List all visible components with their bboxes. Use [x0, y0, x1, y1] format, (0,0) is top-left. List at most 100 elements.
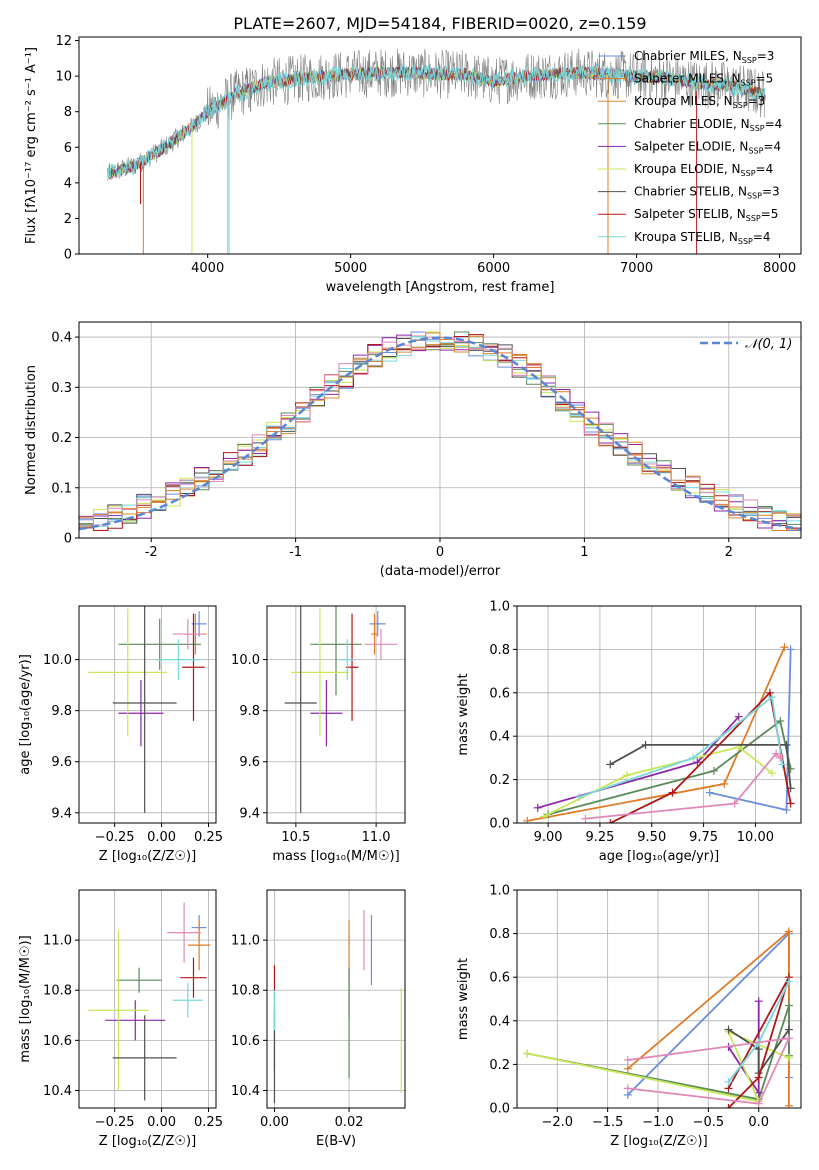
axes-frame	[266, 605, 406, 824]
y-tick-label: 10.4	[231, 1084, 260, 1099]
x-tick-label: 4000	[191, 261, 224, 276]
y-tick-label: 10.4	[43, 1084, 72, 1099]
legend-label: Salpeter STELIB, NSSP=5	[634, 207, 778, 223]
x-tick-label: −0.25	[95, 1115, 135, 1130]
y-tick-label: 0.0	[489, 817, 510, 832]
axes-frame	[78, 605, 217, 824]
weight-line	[585, 752, 781, 820]
x-tick-label: 8000	[763, 261, 796, 276]
x-axis-label: (data-model)/error	[380, 564, 501, 579]
x-tick-label: 10.00	[737, 830, 774, 845]
x-tick-label: 9.00	[534, 830, 563, 845]
y-tick-label: 10.6	[43, 1034, 72, 1049]
x-tick-label: 0.25	[194, 830, 223, 845]
y-tick-label: 9.4	[239, 806, 260, 821]
legend-subscript: SSP	[741, 79, 756, 88]
y-axis-label: Flux [fλ10⁻¹⁷ erg cm⁻² s⁻¹ A⁻¹]	[24, 47, 39, 244]
y-tick-label: 0.2	[489, 1058, 510, 1073]
x-tick-label: 10.5	[281, 830, 310, 845]
y-tick-label: 0.6	[489, 686, 510, 701]
legend-label-tail: =5	[761, 207, 779, 221]
weight-line	[727, 1028, 790, 1076]
y-tick-label: 0.2	[489, 773, 510, 788]
y-tick-label: 10.0	[231, 653, 260, 668]
x-tick-label: 7000	[620, 261, 653, 276]
x-tick-label: 0.00	[260, 1115, 289, 1130]
axes-frame	[516, 889, 802, 1109]
x-tick-label: 1	[580, 545, 588, 560]
weight-line	[527, 646, 786, 822]
axes-frame	[78, 889, 217, 1109]
weight-line	[547, 719, 792, 816]
legend-label: Chabrier ELODIE, NSSP=4	[634, 117, 782, 133]
weight-line	[727, 976, 790, 1108]
age-vs-mass-panel: 10.5 11.0 9.4 9.6 9.8 10.0 mass [log₁₀(M/M☉)]	[231, 605, 406, 864]
x-tick-label: -2	[145, 545, 158, 560]
mass-vs-metallicity-panel: −0.25 0.00 0.25 10.4 10.6 10.8 11.0 Z [log₁₀(Z/…	[18, 889, 223, 1149]
x-tick-label: 0.02	[335, 1115, 364, 1130]
legend-label: Chabrier STELIB, NSSP=3	[634, 185, 780, 201]
x-tick-label: 11.0	[362, 830, 391, 845]
y-tick-label: 10.8	[43, 984, 72, 999]
y-tick-label: 10	[55, 70, 72, 85]
x-axis-label: E(B-V)	[316, 1134, 356, 1149]
x-tick-label: −1.5	[592, 1115, 624, 1130]
normal-legend-label: 𝒩(0, 1)	[745, 337, 792, 352]
x-tick-label: −2.0	[541, 1115, 573, 1130]
y-tick-label: 0.1	[51, 481, 72, 496]
y-tick-label: 2	[64, 212, 72, 227]
legend-label: Kroupa STELIB, NSSP=4	[634, 230, 771, 246]
y-axis-label: mass weight	[456, 958, 471, 1040]
spectrum-legend: Chabrier MILES, NSSP=3 Salpeter MILES, NS…	[598, 49, 782, 246]
histogram-step	[79, 332, 801, 519]
legend-subscript: SSP	[733, 101, 748, 110]
y-tick-label: 0.3	[51, 381, 72, 396]
y-tick-label: 9.8	[239, 704, 260, 719]
axes-frame	[78, 321, 802, 539]
y-tick-label: 0.4	[489, 1014, 510, 1029]
legend-label-tail: =4	[763, 139, 781, 153]
y-tick-label: 11.0	[231, 934, 260, 949]
legend-subscript: SSP	[750, 124, 765, 133]
y-tick-label: 0.2	[51, 431, 72, 446]
y-tick-label: 8	[64, 105, 72, 120]
x-axis-label: mass [log₁₀(M/M☉)]	[272, 849, 399, 864]
y-tick-label: 10.8	[231, 984, 260, 999]
weight-line	[627, 1037, 791, 1105]
legend-label-tail: =3	[757, 49, 775, 63]
x-tick-label: 0	[436, 545, 444, 560]
x-tick-label: 0.25	[194, 1115, 223, 1130]
x-axis-label: wavelength [Angstrom, rest frame]	[326, 280, 555, 295]
y-tick-label: 0	[64, 248, 72, 263]
x-axis-label: Z [log₁₀(Z/Z☉)]	[99, 849, 196, 864]
weight-line	[578, 695, 784, 798]
y-tick-label: 9.6	[239, 755, 260, 770]
x-tick-label: 0.00	[147, 830, 176, 845]
y-tick-label: 6	[64, 141, 72, 156]
y-tick-label: 4	[64, 176, 72, 191]
error-bars	[273, 910, 402, 1103]
x-tick-label: -1	[289, 545, 302, 560]
spectrum-lines	[107, 48, 766, 254]
x-tick-label: 2	[725, 545, 733, 560]
legend-label-tail: =4	[765, 117, 783, 131]
x-tick-label: −0.25	[95, 830, 135, 845]
figure-title: PLATE=2607, MJD=54184, FIBERID=0020, z=0…	[233, 14, 646, 33]
legend-label-tail: =3	[748, 94, 766, 108]
y-tick-label: 9.6	[51, 755, 72, 770]
legend-label: Chabrier MILES, NSSP=3	[634, 49, 774, 65]
legend-label-tail: =4	[756, 162, 774, 176]
weight-vs-metallicity-panel: −2.0 −1.5 −1.0 −0.5 0.0 0.0 0.2 0.4 0.6 0.8 1.0 Z […	[456, 884, 802, 1149]
y-axis-label: age [log₁₀(age/yr)]	[18, 654, 33, 775]
x-axis-label: Z [log₁₀(Z/Z☉)]	[610, 1134, 707, 1149]
legend-subscript: SSP	[748, 146, 763, 155]
y-tick-label: 9.8	[51, 704, 72, 719]
mass-vs-ebv-panel: 0.00 0.02 10.4 10.6 10.8 11.0 E(B-V)	[231, 889, 406, 1149]
legend-subscript: SSP	[738, 237, 753, 246]
error-bars	[88, 606, 207, 813]
axes-frame	[516, 605, 802, 824]
axes-frame	[266, 889, 406, 1109]
y-tick-label: 9.4	[51, 806, 72, 821]
normal-curve	[79, 336, 801, 531]
